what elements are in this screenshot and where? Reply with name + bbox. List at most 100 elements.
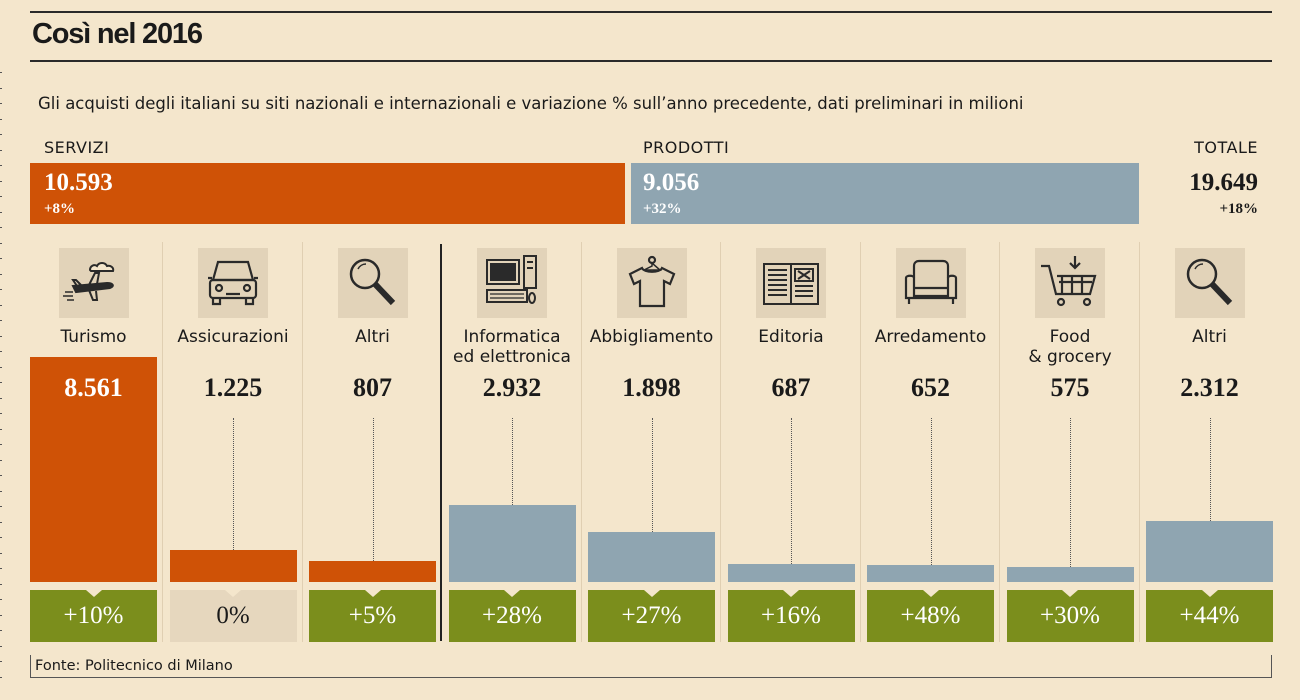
dotted-leader <box>1070 418 1071 567</box>
edge-tick <box>0 553 2 554</box>
totale-change: +18% <box>1219 201 1258 217</box>
servizi-total-bar: 10.593 +8% <box>30 163 625 224</box>
category-label-line1: Food <box>1049 327 1091 347</box>
edge-tick <box>0 382 2 383</box>
category-label-line1: Assicurazioni <box>177 327 289 347</box>
edge-tick <box>0 88 2 89</box>
edge-tick <box>0 630 2 631</box>
servizi-label: SERVIZI <box>44 138 110 157</box>
edge-tick <box>0 475 2 476</box>
change-badge: 0% <box>169 590 297 642</box>
edge-tick <box>0 227 2 228</box>
prodotti-total-bar: 9.056 +32% <box>631 163 1139 224</box>
footer-rule-bottom <box>30 677 1272 678</box>
edge-tick <box>0 506 2 507</box>
column-divider <box>720 242 721 642</box>
edge-tick <box>0 258 2 259</box>
category-label: Altri <box>1140 327 1280 347</box>
totale-value: 19.649 <box>1189 169 1258 196</box>
change-badge-notch <box>364 590 381 597</box>
bar-value-label: 1.225 <box>203 373 263 402</box>
edge-tick <box>0 289 2 290</box>
edge-tick <box>0 367 2 368</box>
edge-tick <box>0 243 2 244</box>
shopping-cart-icon <box>1035 248 1105 318</box>
bar <box>169 550 297 582</box>
change-badge: +48% <box>867 590 994 642</box>
bar <box>309 561 436 582</box>
category-label-line1: Informatica <box>463 327 561 347</box>
magnifier-icon <box>1174 248 1245 318</box>
bar-value-label: 807 <box>353 373 392 402</box>
edge-tick <box>0 646 2 647</box>
change-badge: +30% <box>1006 590 1134 642</box>
edge-tick <box>0 491 2 492</box>
category-label-line2: & grocery <box>1028 347 1112 367</box>
change-badge-notch <box>922 590 939 597</box>
column-divider <box>1139 242 1140 642</box>
change-badge-notch <box>504 590 520 597</box>
edge-tick <box>0 615 2 616</box>
footer-rule-left <box>30 655 31 678</box>
bar <box>588 532 715 582</box>
category-label-line2: ed elettronica <box>453 347 571 367</box>
servizi-change: +8% <box>44 201 76 217</box>
airplane-icon <box>58 248 129 318</box>
change-badge: +16% <box>727 590 855 642</box>
book-icon <box>756 248 826 318</box>
bar-value-label: 652 <box>911 373 950 402</box>
bar-value-label: 2.312 <box>1180 373 1239 402</box>
edge-tick <box>0 429 2 430</box>
edge-tick <box>0 119 2 120</box>
computer-icon <box>477 248 547 318</box>
bar <box>30 357 157 582</box>
bar-value-label: 1.898 <box>622 373 681 402</box>
tshirt-icon <box>616 248 687 318</box>
dotted-leader <box>512 418 513 505</box>
prodotti-value: 9.056 <box>643 169 700 196</box>
bar <box>1146 521 1273 582</box>
category-label-line1: Altri <box>1192 327 1227 347</box>
edge-tick <box>0 413 2 414</box>
bar <box>867 565 994 582</box>
prodotti-label: PRODOTTI <box>643 138 730 157</box>
edge-tick <box>0 320 2 321</box>
bar-value-label: 575 <box>1050 373 1090 402</box>
edge-tick <box>0 599 2 600</box>
category-label: Abbigliamento <box>582 327 722 347</box>
category-label: Turismo <box>24 327 164 347</box>
dotted-leader <box>791 418 792 564</box>
edge-tick <box>0 522 2 523</box>
bar <box>448 505 576 582</box>
bar-value-label: 8.561 <box>64 373 123 402</box>
edge-tick <box>0 103 2 104</box>
change-badge-notch <box>1062 590 1078 597</box>
edge-tick <box>0 336 2 337</box>
change-badge-notch <box>783 590 799 597</box>
edge-tick <box>0 677 2 678</box>
chart-title: Così nel 2016 <box>32 18 203 50</box>
category-label-line1: Arredamento <box>874 327 987 347</box>
category-label: Arredamento <box>861 327 1001 347</box>
footer-rule-right <box>1271 655 1272 678</box>
category-label: Altri <box>303 327 443 347</box>
change-badge-notch <box>1201 590 1218 597</box>
bar-value-label: 2.932 <box>482 373 542 402</box>
category-label-line1: Abbigliamento <box>589 327 714 347</box>
edge-tick <box>0 398 2 399</box>
change-badge: +27% <box>588 590 715 642</box>
dotted-leader <box>931 418 932 565</box>
category-label: Assicurazioni <box>163 327 303 347</box>
edge-tick <box>0 460 2 461</box>
title-rule <box>30 60 1272 62</box>
change-badge: +44% <box>1146 590 1273 642</box>
edge-tick <box>0 212 2 213</box>
change-badge-notch <box>225 590 241 597</box>
servizi-value: 10.593 <box>44 169 113 196</box>
category-label-line1: Turismo <box>60 327 127 347</box>
category-label: Food & grocery <box>1000 327 1140 367</box>
edge-tick <box>0 181 2 182</box>
category-label-line1: Altri <box>355 327 390 347</box>
section-separator <box>440 244 442 641</box>
column-divider <box>999 242 1000 642</box>
